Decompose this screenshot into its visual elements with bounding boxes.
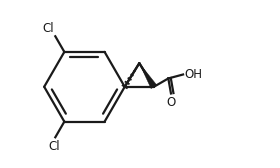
Text: Cl: Cl <box>42 22 54 35</box>
Polygon shape <box>139 63 157 89</box>
Text: O: O <box>166 96 176 109</box>
Text: Cl: Cl <box>48 140 60 153</box>
Text: OH: OH <box>184 68 202 81</box>
